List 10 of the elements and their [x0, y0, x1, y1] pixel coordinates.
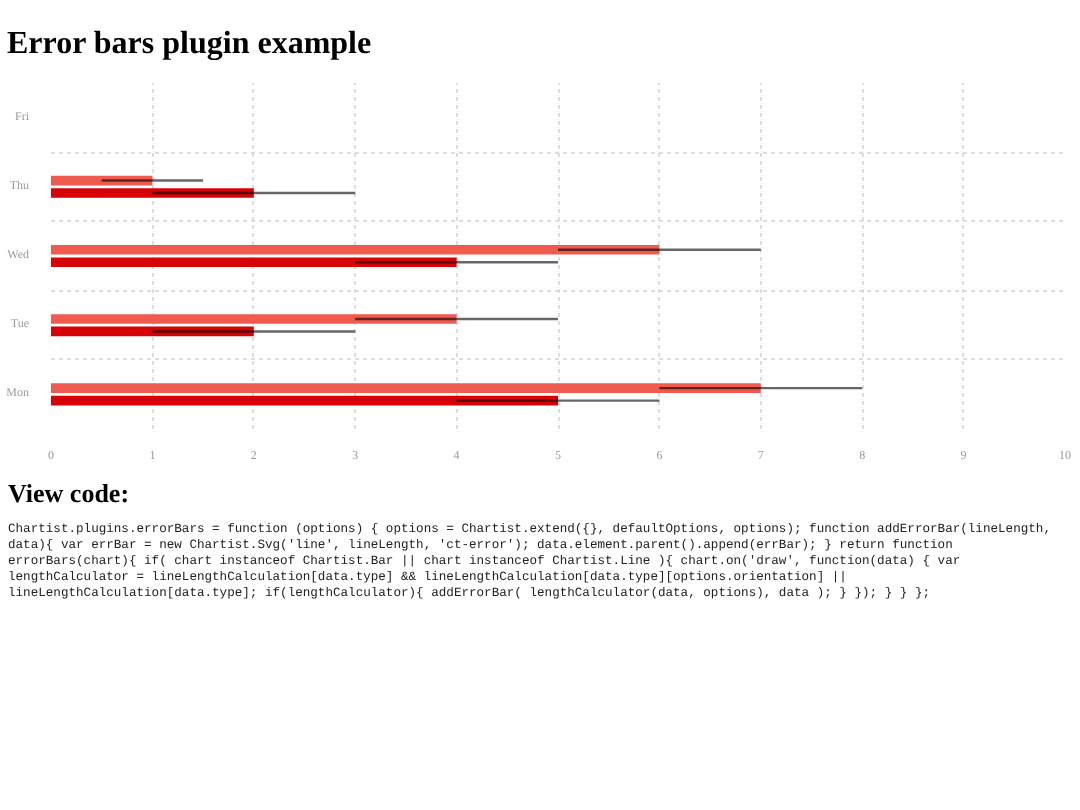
- bar: [51, 395, 558, 406]
- bar: [51, 188, 254, 198]
- text: View code:: [8, 476, 130, 512]
- bar: [51, 257, 457, 268]
- bar: [51, 314, 457, 324]
- bar: [51, 383, 761, 394]
- bar: [51, 244, 660, 255]
- bar: [51, 175, 153, 186]
- bar: [51, 326, 254, 337]
- chart-title: Error bars plugin example: [7, 27, 372, 61]
